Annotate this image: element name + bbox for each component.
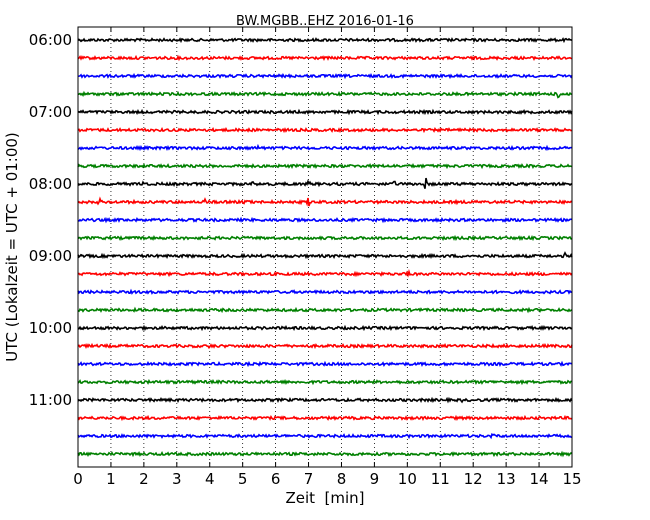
x-tick-label: 13 [497, 470, 516, 488]
y-tick-labels: 06:00 07:00 08:00 09:00 10:00 11:00 [29, 31, 72, 409]
trace-line [77, 432, 573, 440]
plot-frame [77, 26, 573, 468]
y-tick-label: 09:00 [29, 247, 72, 265]
chart-title: BW.MGBB..EHZ 2016-01-16 [236, 14, 414, 29]
grid-lines [110, 27, 540, 467]
x-tick-label: 8 [337, 470, 347, 488]
trace-line [77, 90, 573, 99]
y-tick-label: 11:00 [29, 391, 72, 409]
trace-line [77, 414, 573, 422]
x-tick-label: 9 [370, 470, 380, 488]
x-tick-label: 2 [139, 470, 149, 488]
x-tick-label: 1 [106, 470, 116, 488]
y-axis-label: UTC (Lokalzeit = UTC + 01:00) [3, 132, 21, 362]
trace-line [77, 54, 573, 62]
y-tick-label: 10:00 [29, 319, 72, 337]
x-axis-label: Zeit [min] [285, 489, 364, 507]
trace-line [77, 342, 573, 350]
x-tick-label: 15 [562, 470, 581, 488]
trace-line [77, 378, 573, 386]
trace-line [77, 324, 573, 332]
x-tick-label: 4 [205, 470, 215, 488]
x-tick-label: 12 [464, 470, 483, 488]
trace-line [77, 450, 573, 458]
trace-line [77, 306, 573, 314]
trace-line [77, 162, 573, 170]
trace-lines [77, 37, 573, 458]
trace-line [77, 396, 573, 404]
trace-line [77, 360, 573, 368]
x-tick-label: 10 [398, 470, 417, 488]
trace-line [77, 251, 573, 260]
trace-line [77, 177, 573, 189]
trace-line [77, 37, 573, 44]
x-tick-labels: 0 1 2 3 4 5 6 7 8 9 10 11 12 13 14 15 [73, 470, 581, 488]
x-tick-label: 5 [238, 470, 248, 488]
x-tick-label: 6 [271, 470, 281, 488]
y-tick-label: 06:00 [29, 31, 72, 49]
axis-ticks [77, 27, 573, 467]
trace-line [77, 196, 573, 207]
x-tick-label: 14 [530, 470, 549, 488]
trace-line [77, 216, 573, 224]
x-tick-label: 7 [304, 470, 314, 488]
x-tick-label: 3 [172, 470, 182, 488]
y-tick-label: 07:00 [29, 103, 72, 121]
x-tick-label: 0 [73, 470, 83, 488]
x-tick-label: 11 [431, 470, 450, 488]
y-tick-label: 08:00 [29, 175, 72, 193]
trace-line [77, 288, 573, 296]
trace-line [77, 143, 573, 152]
trace-line [77, 108, 573, 116]
trace-line [77, 72, 573, 80]
trace-line [77, 268, 573, 278]
trace-line [77, 126, 573, 134]
trace-line [77, 234, 573, 242]
